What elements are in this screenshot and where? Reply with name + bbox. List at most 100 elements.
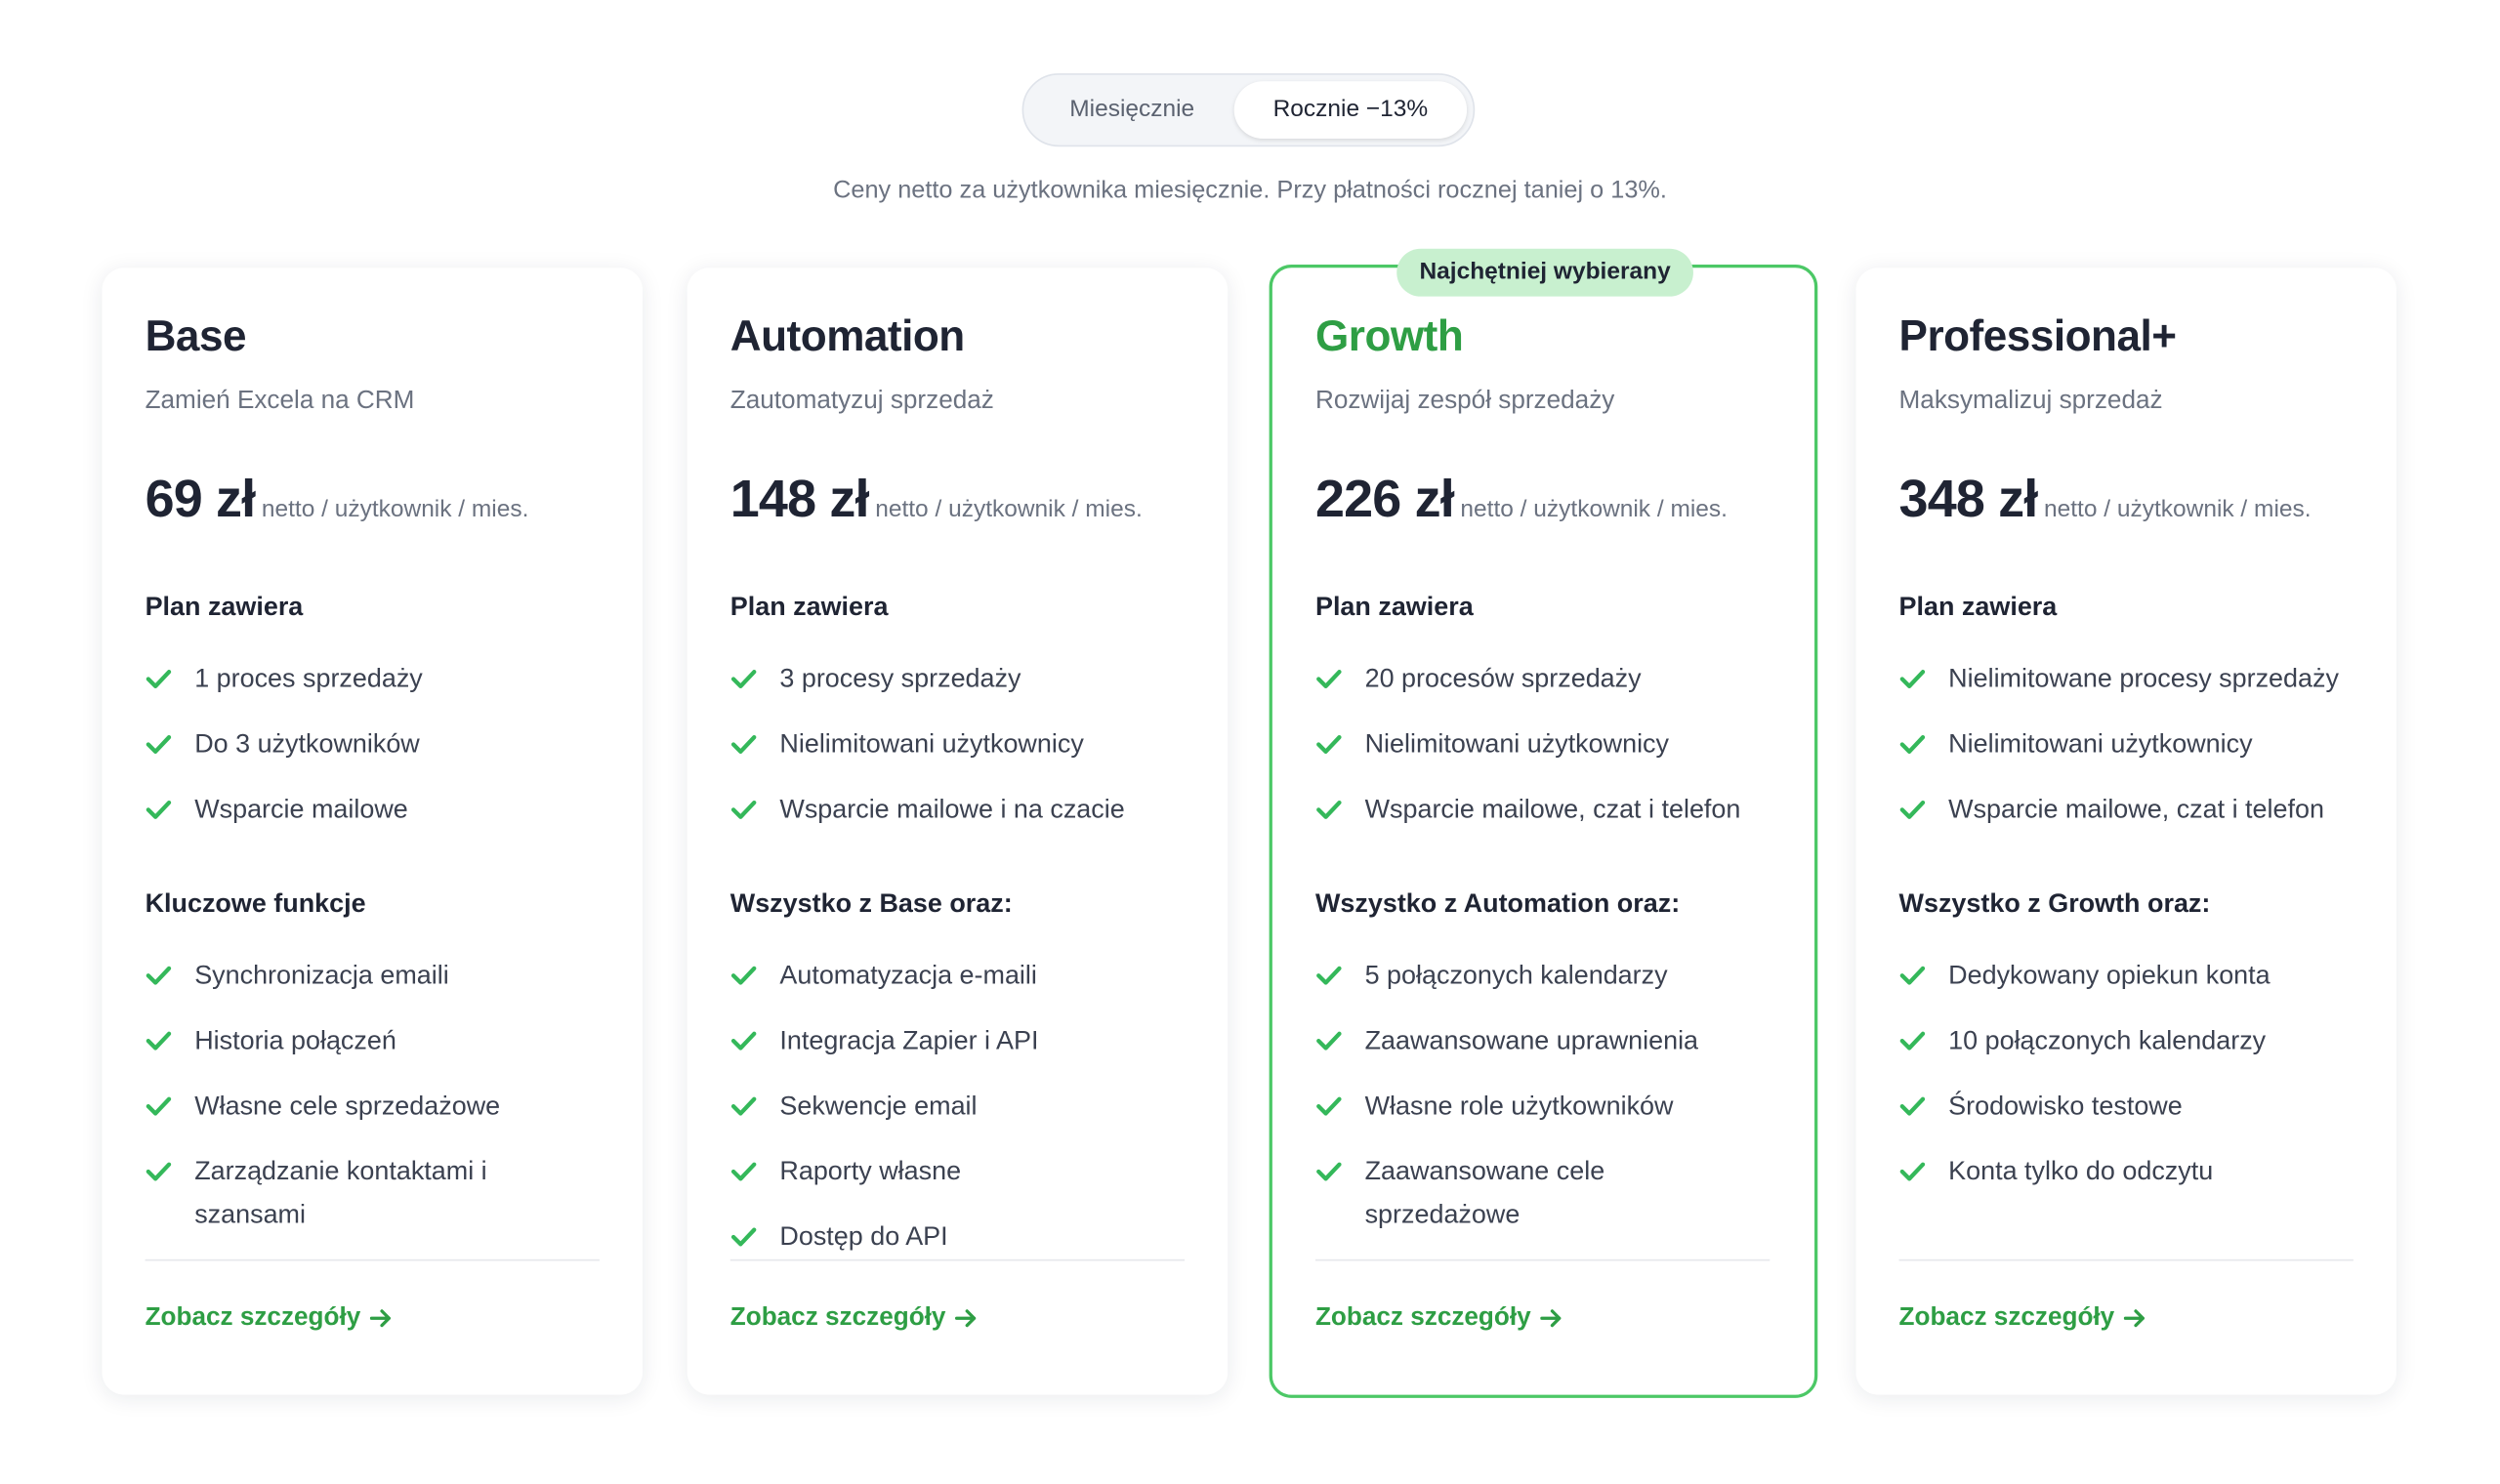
arrow-icon	[370, 1308, 392, 1327]
price-value: 226 zł	[1314, 469, 1455, 528]
section-heading: Kluczowe funkcje	[145, 889, 366, 919]
feature-text: Konta tylko do odczytu	[1948, 1157, 2214, 1186]
feature-text: Zaawansowane cele sprzedażowe	[1364, 1157, 1605, 1229]
section-heading: Plan zawiera	[145, 593, 304, 622]
check-icon	[1316, 800, 1342, 819]
arrow-icon	[955, 1308, 977, 1327]
check-icon	[1899, 1162, 1926, 1181]
section-heading: Wszystko z Growth oraz:	[1898, 889, 2211, 919]
details-link[interactable]: Zobacz szczegóły	[1315, 1304, 1562, 1333]
feature-item: Sekwencje email	[730, 1086, 1192, 1129]
details-link[interactable]: Zobacz szczegóły	[146, 1304, 393, 1333]
check-icon	[1316, 1031, 1342, 1051]
price-unit: netto / użytkownik / mies.	[875, 495, 1143, 523]
feature-text: Historia połączeń	[194, 1026, 396, 1055]
check-icon	[1316, 1162, 1342, 1181]
check-icon	[730, 670, 757, 688]
check-icon	[146, 1031, 172, 1051]
included-list: 3 procesy sprzedaży Nielimitowani użytkow…	[730, 658, 1192, 854]
feature-item: Wsparcie mailowe, czat i telefon	[1315, 789, 1777, 832]
details-link[interactable]: Zobacz szczegóły	[730, 1304, 978, 1333]
check-icon	[146, 735, 172, 754]
plan-name: Base	[145, 312, 247, 360]
check-icon	[730, 1096, 757, 1116]
feature-text: Raporty własne	[779, 1157, 962, 1186]
feature-item: 10 połączonych kalendarzy	[1899, 1020, 2361, 1063]
plan-name: Growth	[1314, 312, 1464, 360]
details-link[interactable]: Zobacz szczegóły	[1899, 1304, 2146, 1333]
plan-name: Automation	[729, 312, 965, 360]
toggle-monthly[interactable]: Miesięcznie	[1069, 95, 1195, 123]
feature-text: Automatyzacja e-maili	[779, 961, 1037, 990]
feature-text: Wsparcie mailowe i na czacie	[779, 795, 1125, 825]
feature-text: Sekwencje email	[779, 1092, 978, 1121]
plan-card: Professional+ Maksymalizuj sprzedaż 348 zł…	[1855, 268, 2396, 1395]
feature-item: 1 proces sprzedaży	[146, 658, 607, 701]
check-icon	[730, 966, 757, 985]
toggle-yearly[interactable]: Rocznie −13%	[1233, 81, 1468, 140]
check-icon	[1899, 735, 1926, 754]
plan-subtitle: Zautomatyzuj sprzedaż	[729, 387, 994, 415]
feature-item: Własne cele sprzedażowe	[146, 1086, 607, 1129]
price-note: Ceny netto za użytkownika miesięcznie. P…	[833, 177, 1667, 204]
link-text[interactable]: Zobacz szczegóły	[1314, 1303, 1531, 1332]
price-unit: netto / użytkownik / mies.	[2043, 495, 2312, 523]
feature-item: Wsparcie mailowe	[146, 789, 607, 832]
feature-item: Nielimitowani użytkownicy	[1899, 723, 2361, 766]
feature-item: 3 procesy sprzedaży	[730, 658, 1192, 701]
check-icon	[1899, 966, 1926, 985]
feature-item: Dedykowany opiekun konta	[1899, 955, 2361, 998]
included-list: 20 procesów sprzedaży Nielimitowani użytk…	[1315, 658, 1777, 854]
feature-text: 3 procesy sprzedaży	[779, 664, 1021, 694]
feature-item: Dostęp do API	[730, 1216, 1192, 1259]
feature-text: Wsparcie mailowe, czat i telefon	[1364, 795, 1741, 825]
section-heading: Wszystko z Base oraz:	[729, 889, 1013, 919]
feature-item: Własne role użytkowników	[1315, 1086, 1777, 1129]
check-icon	[146, 1162, 172, 1181]
check-icon	[146, 670, 172, 688]
link-text[interactable]: Zobacz szczegóły	[145, 1303, 361, 1332]
feature-item: Nielimitowani użytkownicy	[730, 723, 1192, 766]
feature-item: Synchronizacja emaili	[146, 955, 607, 998]
check-icon	[730, 1162, 757, 1181]
plan-price: 148 zł netto / użytkownik / mies.	[730, 469, 1143, 529]
check-icon	[146, 1096, 172, 1116]
plan-subtitle: Rozwijaj zespół sprzedaży	[1314, 387, 1615, 415]
plan-card: Automation Zautomatyzuj sprzedaż 148 zł net…	[687, 268, 1229, 1395]
feature-item: Nielimitowani użytkownicy	[1315, 723, 1777, 766]
feature-text: Integracja Zapier i API	[779, 1026, 1039, 1055]
feature-item: Konta tylko do odczytu	[1899, 1151, 2361, 1194]
link-text[interactable]: Zobacz szczegóły	[1898, 1303, 2115, 1332]
arrow-icon	[1540, 1308, 1562, 1327]
plan-subtitle: Maksymalizuj sprzedaż	[1898, 387, 2163, 415]
check-icon	[146, 800, 172, 819]
feature-text: Synchronizacja emaili	[194, 961, 449, 990]
section-heading: Plan zawiera	[729, 593, 889, 622]
feature-text: Wsparcie mailowe	[194, 795, 408, 825]
link-text[interactable]: Zobacz szczegóły	[729, 1303, 946, 1332]
feature-text: Nielimitowani użytkownicy	[779, 729, 1084, 760]
feature-text: 10 połączonych kalendarzy	[1948, 1026, 2267, 1055]
feature-text: 1 proces sprzedaży	[194, 664, 423, 694]
check-icon	[1316, 735, 1342, 754]
check-icon	[1316, 1096, 1342, 1116]
features-list: Dedykowany opiekun konta 10 połączonych k…	[1899, 955, 2361, 1216]
feature-text: Nielimitowani użytkownicy	[1948, 729, 2253, 760]
feature-item: Historia połączeń	[146, 1020, 607, 1063]
feature-text: Nielimitowani użytkownicy	[1364, 729, 1670, 760]
divider	[729, 1258, 1186, 1261]
check-icon	[1899, 800, 1926, 819]
divider	[1314, 1258, 1771, 1261]
feature-item: Integracja Zapier i API	[730, 1020, 1192, 1063]
feature-text: Dedykowany opiekun konta	[1948, 961, 2271, 990]
check-icon	[730, 1031, 757, 1051]
section-heading: Plan zawiera	[1898, 593, 2058, 622]
popular-badge: Najchętniej wybierany	[1396, 248, 1693, 297]
feature-item: 5 połączonych kalendarzy	[1315, 955, 1777, 998]
feature-item: 20 procesów sprzedaży	[1315, 658, 1777, 701]
feature-item: Wsparcie mailowe i na czacie	[730, 789, 1192, 832]
feature-item: Zaawansowane uprawnienia	[1315, 1020, 1777, 1063]
plan-subtitle: Zamień Excela na CRM	[145, 387, 415, 415]
section-heading: Plan zawiera	[1314, 593, 1474, 622]
